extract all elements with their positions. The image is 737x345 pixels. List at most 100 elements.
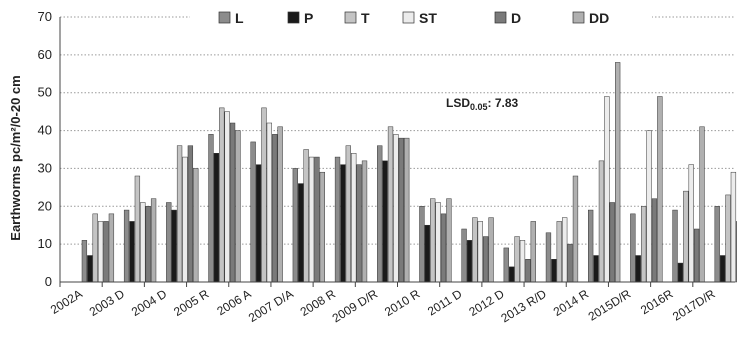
bar-L-14: [672, 209, 678, 283]
bar-DD-10: [530, 221, 536, 283]
bar-ST-0: [97, 221, 104, 283]
x-tick-label: 2010 R: [382, 286, 423, 319]
legend-swatch-ST: [402, 11, 415, 24]
bar-D-2: [187, 145, 194, 283]
bar-P-2: [171, 209, 177, 283]
legend: L P T ST D DD: [190, 8, 652, 30]
y-tick-label: 20: [38, 198, 52, 213]
bar-T-2: [176, 145, 183, 283]
bar-T-9: [472, 217, 478, 283]
bar-DD-0: [108, 213, 115, 283]
bar-P-4: [255, 164, 262, 283]
y-tick-label: 70: [38, 9, 52, 24]
x-tick-label: 2015D/R: [586, 287, 634, 324]
bar-ST-10: [519, 240, 526, 283]
bar-P-0: [87, 255, 93, 283]
bar-T-4: [261, 107, 267, 283]
x-tick-label: 2014 R: [551, 286, 592, 319]
bar-P-1: [129, 221, 135, 283]
legend-label-D: D: [511, 10, 521, 26]
bar-ST-3: [224, 111, 230, 283]
bar-DD-14: [699, 126, 705, 283]
legend-swatch-L: [218, 11, 231, 24]
y-tick-labels: 0 10 20 30 40 50 60 70: [38, 9, 52, 289]
bar-P-6: [340, 164, 346, 283]
bar-T-0: [92, 213, 98, 283]
bar-L-8: [419, 206, 425, 283]
bar-L-10: [503, 247, 509, 283]
bar-ST-11: [562, 217, 568, 283]
legend-swatch-DD: [572, 11, 585, 24]
bar-T-13: [640, 206, 647, 283]
y-tick-label: 60: [38, 47, 52, 62]
legend-swatch-D: [494, 11, 507, 24]
legend-background: [190, 8, 652, 30]
bar-L-6: [334, 156, 341, 283]
x-tick-label: 2004 D: [129, 286, 170, 319]
x-tick-label: 2013 R/D: [498, 286, 549, 325]
bar-D-10: [525, 259, 531, 283]
bar-L-7: [377, 145, 383, 283]
x-tick-label: 2011 D: [425, 286, 465, 318]
bar-D-9: [483, 236, 489, 283]
lsd-prefix: LSD: [446, 96, 470, 110]
bar-D-7: [398, 137, 404, 283]
lsd-annotation: LSD0.05: 7.83: [446, 96, 519, 112]
x-tick-label: 2017D/R: [670, 287, 718, 324]
bar-ST-8: [435, 202, 441, 283]
bar-ST-7: [393, 134, 399, 283]
bar-D-11: [567, 243, 573, 283]
bar-L-5: [292, 168, 298, 283]
bar-L-11: [545, 232, 552, 283]
bar-ST-6: [351, 153, 357, 283]
bar-D-3: [229, 122, 236, 283]
bar-P-12: [593, 255, 599, 283]
bar-P-3: [213, 153, 220, 283]
bar-D-1: [145, 206, 151, 283]
bar-T-10: [514, 236, 520, 283]
x-tick-label: 2002A: [48, 287, 85, 317]
bar-P-9: [466, 240, 473, 283]
bar-P-13: [635, 255, 641, 283]
y-tick-label: 30: [38, 160, 52, 175]
legend-label-T: T: [361, 10, 370, 26]
bar-P-15: [719, 255, 726, 283]
bar-ST-4: [266, 122, 273, 283]
bar-L-0: [81, 240, 88, 283]
bar-T-5: [303, 149, 309, 283]
y-tick-label: 10: [38, 236, 52, 251]
bar-L-15: [714, 206, 720, 283]
bar-ST-13: [646, 130, 652, 283]
x-tick-label: 2007 D/A: [246, 287, 296, 325]
axes: [59, 17, 735, 287]
bar-T-15: [725, 194, 731, 283]
bar-D-4: [272, 134, 278, 283]
bar-T-8: [430, 198, 436, 283]
bar-L-12: [588, 209, 594, 283]
bar-D-5: [314, 156, 320, 283]
bar-T-11: [556, 221, 562, 283]
bar-ST-9: [477, 221, 483, 283]
bar-DD-12: [615, 62, 621, 283]
bar-ST-14: [688, 164, 694, 283]
legend-label-L: L: [235, 10, 244, 26]
bar-T-3: [219, 107, 225, 283]
bar-L-1: [123, 209, 130, 283]
bar-L-4: [250, 141, 256, 283]
bar-DD-3: [235, 130, 241, 283]
bar-DD-8: [446, 198, 452, 283]
bar-DD-4: [277, 126, 283, 283]
x-tick-label: 2003 D: [87, 286, 128, 319]
bar-L-2: [166, 202, 172, 283]
bar-L-13: [630, 213, 636, 283]
legend-label-DD: DD: [589, 10, 609, 26]
y-tick-label: 40: [38, 123, 52, 138]
bar-D-14: [693, 228, 700, 283]
bar-P-5: [298, 183, 304, 283]
bar-P-7: [382, 160, 388, 283]
y-tick-label: 0: [45, 274, 52, 289]
legend-swatch-T: [344, 11, 357, 24]
bar-P-11: [551, 259, 557, 283]
bar-D-6: [356, 164, 362, 283]
bar-D-8: [440, 213, 447, 283]
